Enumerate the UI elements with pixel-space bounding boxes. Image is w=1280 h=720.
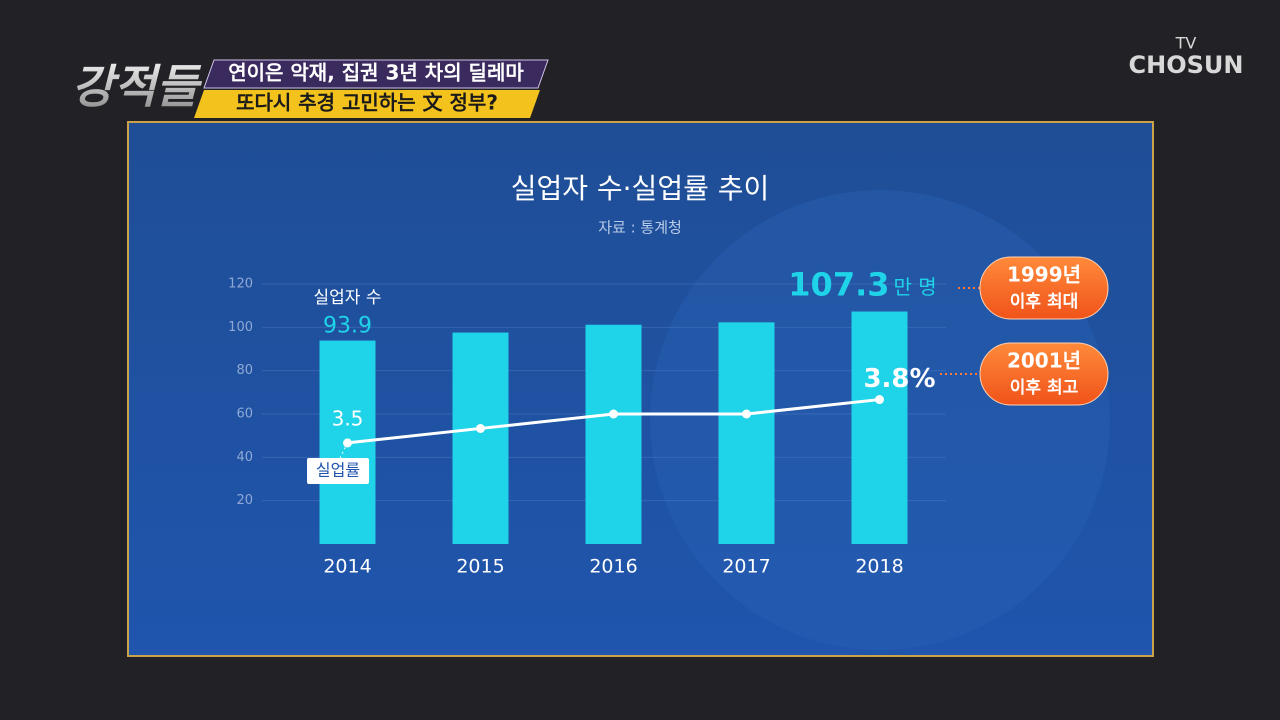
point [875, 395, 884, 405]
bar [585, 324, 642, 544]
y-tick-label: 120 [228, 277, 253, 292]
y-tick-label: 40 [236, 450, 253, 465]
bar [718, 322, 775, 544]
chart-title: 실업자 수·실업률 추이 [511, 172, 770, 205]
data-label: 107.3 [788, 266, 889, 304]
point [609, 409, 618, 419]
x-tick-label: 2014 [323, 556, 371, 578]
x-tick-label: 2015 [456, 556, 504, 578]
channel-logo: CHOSUN [1129, 51, 1244, 79]
y-tick-label: 20 [236, 493, 253, 508]
callout-text: 2001년 [1007, 349, 1081, 373]
callout-text: 1999년 [1007, 263, 1081, 287]
callout [979, 342, 1109, 406]
y-tick-label: 60 [236, 407, 253, 422]
x-tick-label: 2017 [722, 556, 770, 578]
callout-text: 이후 최고 [1010, 377, 1079, 398]
point [742, 409, 751, 419]
data-label: 93.9 [323, 314, 372, 339]
headline-bar [203, 59, 549, 89]
unit-label: 만 명 [894, 275, 937, 299]
legend-label: 실업자 수 [314, 288, 382, 308]
channel-logo: TV [1175, 34, 1197, 53]
callout-text: 이후 최대 [1010, 291, 1078, 312]
chart-subtitle: 자료 : 통계청 [598, 219, 682, 237]
bar [452, 332, 509, 544]
legend-label: 실업률 [316, 461, 360, 480]
y-tick-label: 80 [236, 363, 253, 378]
callout [979, 256, 1109, 320]
headline-bar [194, 90, 540, 118]
headline: 연이은 악재, 집권 3년 차의 딜레마 [228, 61, 524, 85]
y-tick-label: 100 [228, 320, 253, 335]
logo: 강적들 [72, 60, 204, 114]
bar [851, 311, 908, 544]
legend-box [307, 458, 369, 484]
point [476, 423, 485, 433]
data-label: 3.8% [863, 364, 935, 394]
x-tick-label: 2018 [855, 556, 903, 578]
headline: 또다시 추경 고민하는 文 정부? [236, 91, 498, 115]
x-tick-label: 2016 [589, 556, 637, 578]
data-label: 3.5 [332, 406, 364, 430]
